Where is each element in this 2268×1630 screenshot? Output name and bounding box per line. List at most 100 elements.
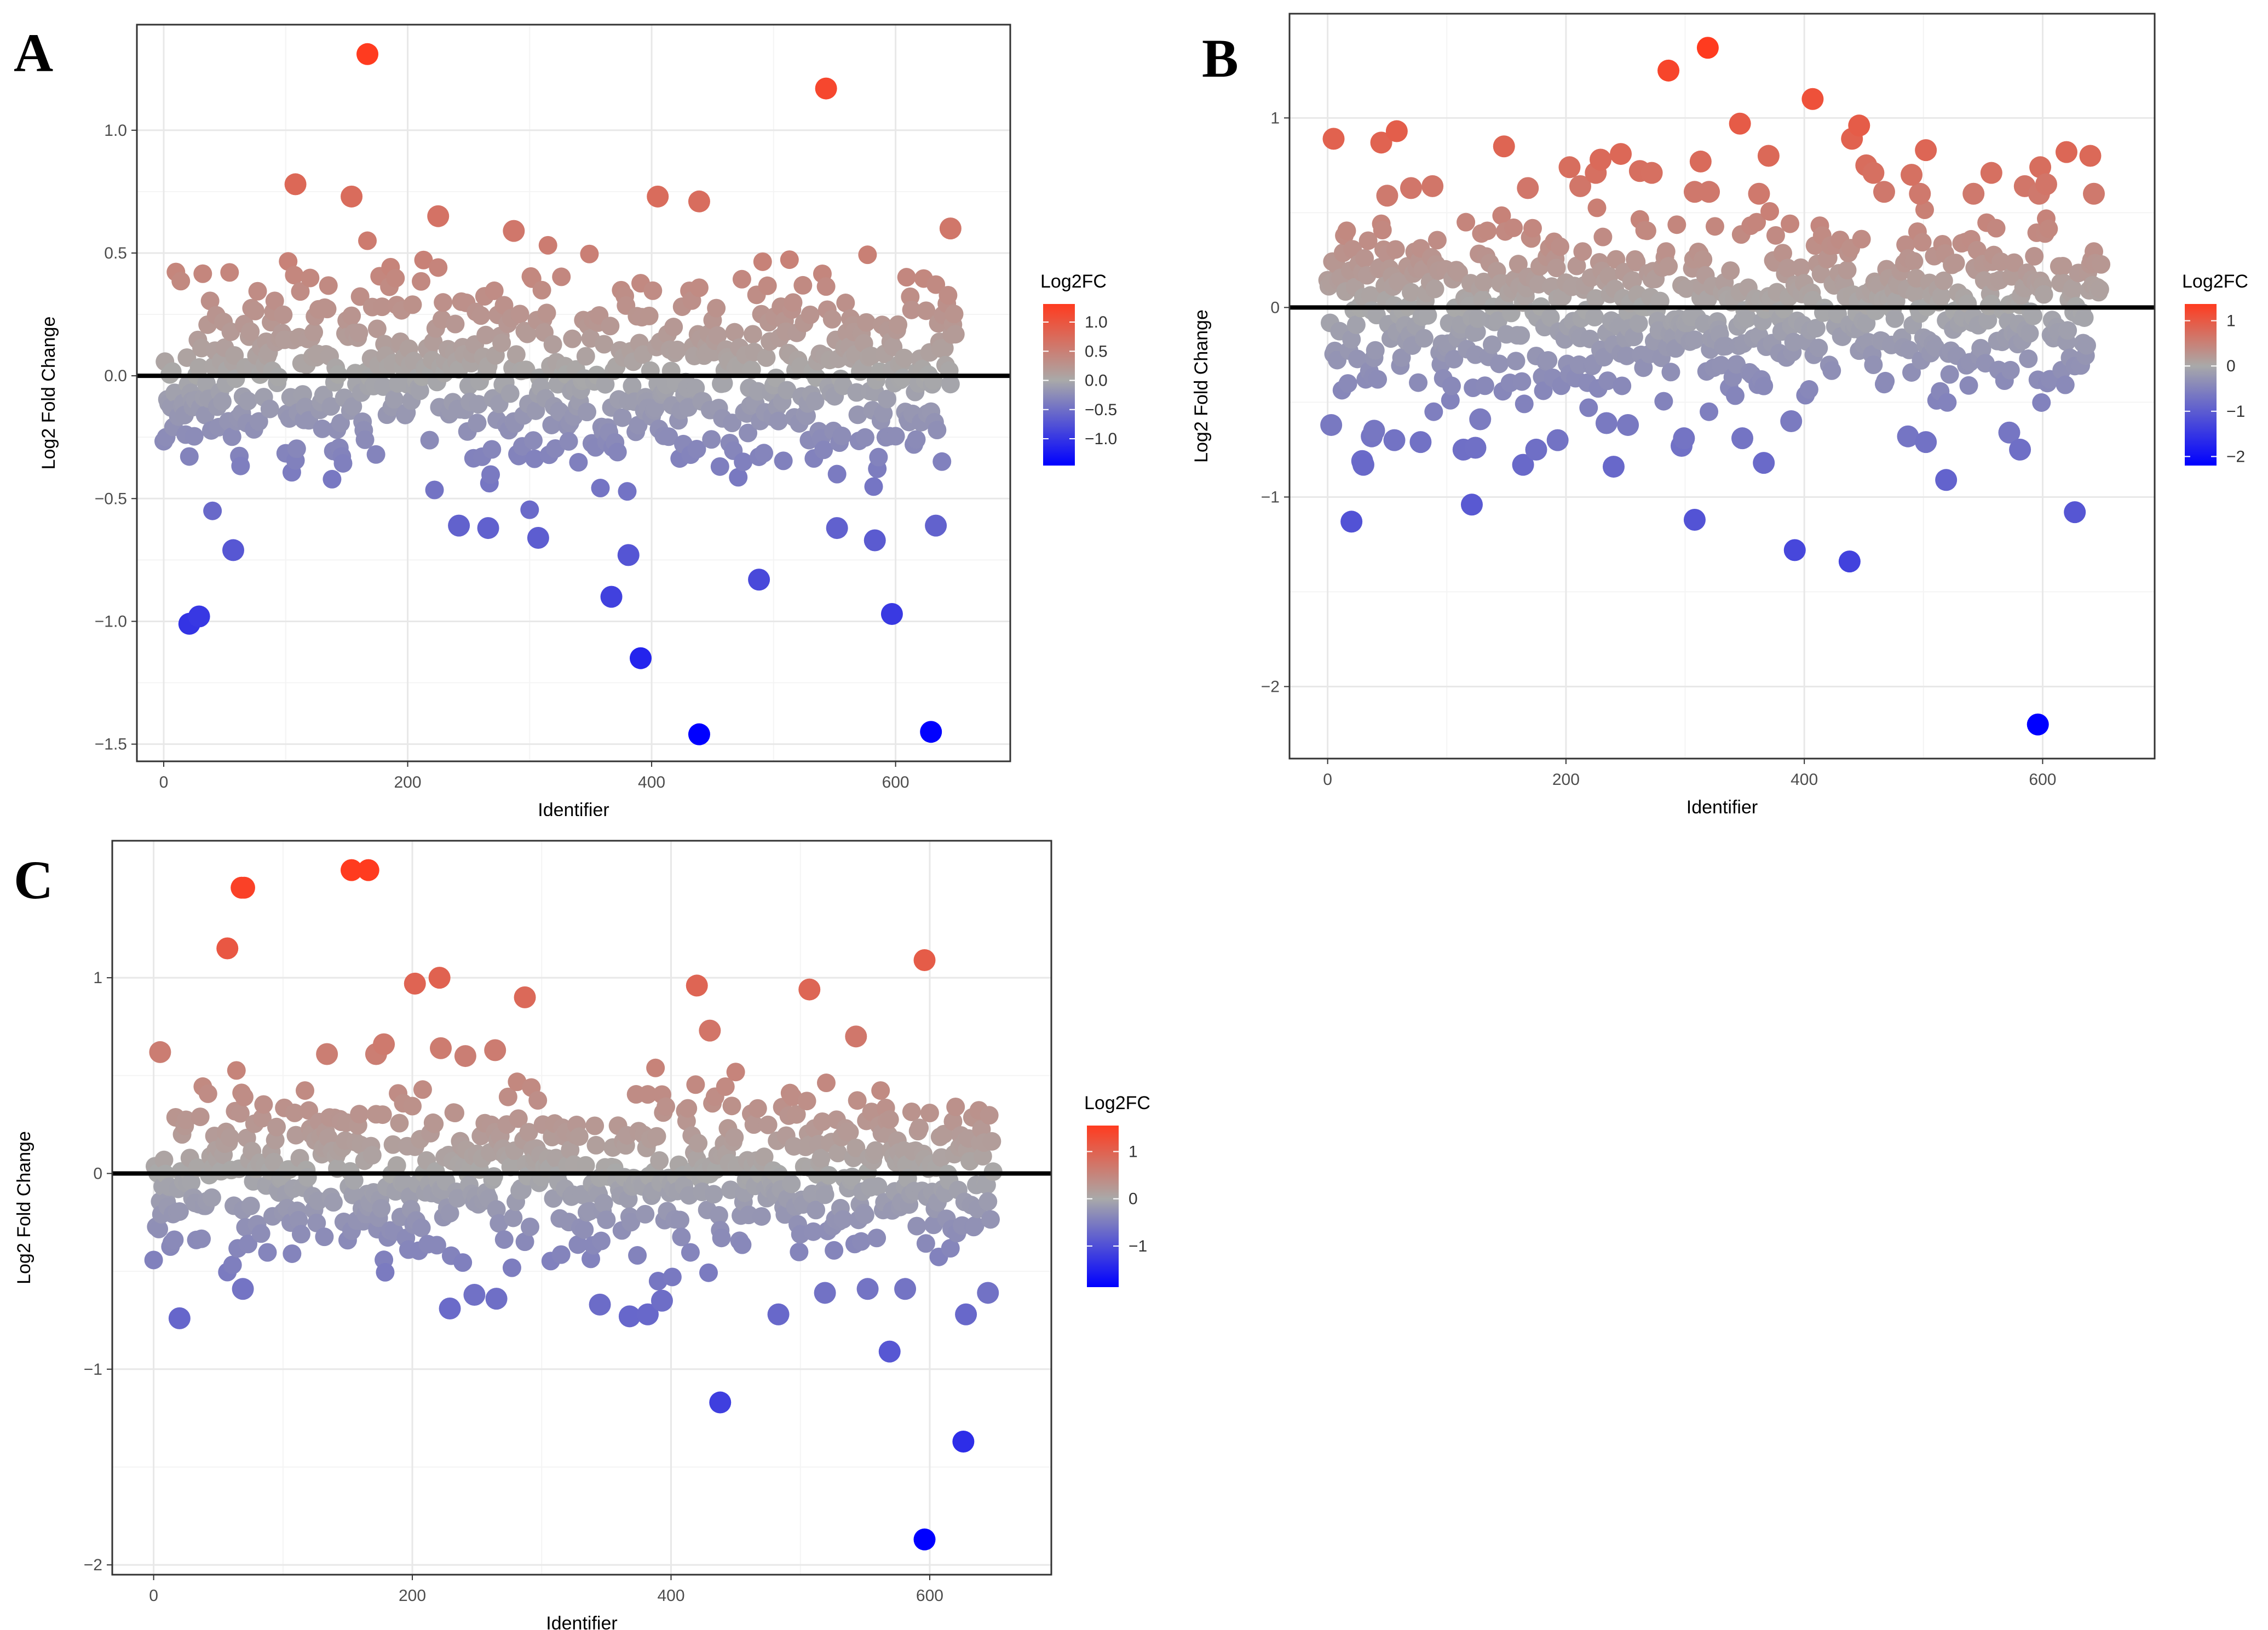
- data-point: [286, 1126, 306, 1145]
- data-point: [569, 1127, 589, 1146]
- data-point: [313, 419, 332, 438]
- data-point: [1587, 198, 1607, 217]
- data-point: [1586, 289, 1605, 308]
- data-point-outlier: [463, 1284, 486, 1306]
- data-point: [1567, 256, 1586, 276]
- legend-label: 1: [2226, 312, 2236, 330]
- data-point-outlier: [1512, 454, 1534, 476]
- data-point: [248, 282, 267, 301]
- data-point: [787, 1105, 806, 1124]
- x-tick-label: 600: [882, 773, 909, 791]
- data-point: [657, 1097, 676, 1116]
- data-point-outlier: [527, 527, 549, 549]
- y-tick-label: −1: [84, 1361, 102, 1379]
- data-point: [858, 245, 877, 265]
- data-point-outlier: [845, 1025, 867, 1048]
- data-point: [301, 268, 320, 288]
- data-point: [878, 389, 897, 409]
- data-point-outlier: [1546, 429, 1569, 451]
- data-point-outlier: [514, 986, 536, 1008]
- legend-colorbar: [1087, 1126, 1119, 1287]
- data-point: [358, 231, 377, 250]
- data-point: [597, 1210, 616, 1230]
- x-tick-label: 0: [159, 773, 169, 791]
- data-point: [982, 1132, 1001, 1151]
- data-point: [241, 1196, 260, 1215]
- data-point-outlier: [1569, 175, 1592, 197]
- data-point: [1766, 226, 1785, 245]
- data-point: [193, 264, 212, 283]
- legend-colorbar: [2185, 304, 2217, 466]
- data-point: [429, 258, 448, 277]
- data-point: [448, 1189, 467, 1208]
- y-tick-label: −1.0: [95, 612, 127, 630]
- data-point: [487, 1200, 506, 1219]
- y-tick-label: −0.5: [95, 490, 127, 508]
- y-tick-label: −1.5: [95, 736, 127, 754]
- data-point: [725, 323, 744, 342]
- data-point: [385, 390, 404, 409]
- data-point: [494, 1230, 514, 1249]
- data-point: [1392, 348, 1411, 367]
- data-point: [709, 1206, 728, 1225]
- data-point: [902, 1102, 921, 1121]
- data-point: [324, 1193, 343, 1212]
- y-tick-label: 1: [1270, 109, 1280, 127]
- data-point-outlier: [1464, 437, 1487, 459]
- data-point: [857, 313, 876, 332]
- data-point: [519, 1123, 538, 1142]
- data-point: [920, 1104, 939, 1123]
- data-point-outlier: [1493, 135, 1515, 158]
- y-tick-label: 0.0: [104, 367, 127, 385]
- data-point-outlier: [1696, 37, 1719, 59]
- data-point: [686, 1075, 705, 1094]
- data-point-outlier: [2055, 141, 2077, 163]
- panel-b: B 0 200 400 600 −2 −1 0 1 Identifier Log2 Fold Cha…: [1194, 0, 2268, 816]
- data-point: [1896, 235, 1915, 254]
- data-point: [1547, 259, 1566, 278]
- data-point: [1414, 329, 1434, 348]
- data-point-outlier: [878, 1340, 901, 1363]
- data-point: [1442, 376, 1461, 395]
- data-point: [1661, 363, 1680, 382]
- data-point-outlier: [955, 1303, 977, 1325]
- data-point: [733, 1235, 752, 1254]
- data-point: [171, 272, 191, 291]
- y-tick-label: −2: [1261, 678, 1280, 696]
- data-point: [1449, 263, 1469, 282]
- data-point: [2039, 219, 2058, 238]
- data-point: [1478, 221, 1497, 240]
- legend-title: Log2FC: [1084, 1093, 1150, 1114]
- data-point: [1534, 381, 1553, 400]
- data-point: [797, 1092, 816, 1111]
- data-point: [1987, 219, 2006, 238]
- data-point: [170, 1202, 189, 1221]
- data-point-outlier: [1617, 414, 1639, 436]
- data-point: [469, 395, 488, 414]
- data-point-outlier: [618, 1305, 641, 1328]
- data-point: [965, 1216, 985, 1235]
- data-point: [427, 1236, 446, 1255]
- data-point: [769, 411, 788, 431]
- data-point: [1913, 233, 1932, 252]
- data-point: [561, 1140, 580, 1160]
- data-point-outlier: [2079, 145, 2102, 167]
- data-point: [1551, 237, 1570, 256]
- data-point-outlier: [484, 1039, 506, 1061]
- data-point: [504, 1208, 523, 1227]
- plot-border: [136, 24, 1011, 762]
- data-point: [917, 301, 936, 320]
- data-point: [758, 1115, 778, 1134]
- data-point: [946, 1097, 965, 1116]
- data-point: [862, 1103, 881, 1122]
- data-point-outlier: [826, 517, 848, 539]
- data-point: [1864, 355, 1883, 374]
- data-point: [780, 250, 799, 269]
- data-point: [1791, 258, 1810, 277]
- data-point: [202, 1188, 221, 1207]
- data-point-outlier: [1731, 427, 1753, 450]
- data-point: [2025, 246, 2044, 266]
- data-point: [1585, 308, 1604, 327]
- data-point-outlier: [1783, 539, 1806, 561]
- data-point-outlier: [341, 859, 363, 881]
